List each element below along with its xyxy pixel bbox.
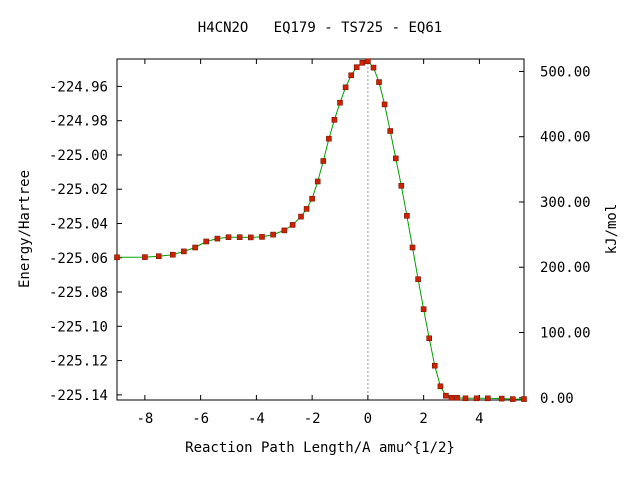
data-point	[156, 253, 162, 259]
y-tick-label: -225.02	[49, 182, 108, 198]
data-point	[331, 117, 338, 123]
data-point	[392, 155, 399, 162]
data-point	[142, 254, 148, 260]
data-point	[114, 254, 120, 261]
x-tick-label: -4	[248, 411, 265, 427]
data-point	[248, 234, 254, 241]
y-tick-label: -225.10	[49, 319, 108, 335]
data-point	[326, 135, 332, 142]
y-tick-label: -225.08	[49, 285, 108, 301]
x-axis: -8 -6 -4 -2 0 2 4	[136, 59, 484, 427]
data-point	[236, 234, 243, 240]
data-point	[376, 79, 382, 85]
y-tick-label: -225.00	[49, 148, 108, 164]
data-point	[437, 383, 444, 390]
data-point	[320, 158, 327, 164]
y2-tick-label: 200.00	[540, 260, 591, 276]
x-tick-label: -2	[304, 411, 321, 427]
data-point	[448, 394, 455, 401]
y2-tick-label: 100.00	[540, 326, 591, 342]
y-tick-label: -224.96	[49, 79, 108, 95]
data-point	[289, 222, 296, 228]
y2-tick-label: 500.00	[540, 64, 591, 80]
y-tick-label: -224.98	[49, 114, 108, 130]
data-point	[203, 238, 209, 245]
data-point	[348, 72, 355, 79]
x-axis-label: Reaction Path Length/A amu^{1/2}	[185, 440, 455, 456]
data-point	[473, 395, 480, 402]
data-point	[298, 213, 304, 220]
chart-title: H4CN2O EQ179 - TS725 - EQ61	[198, 20, 442, 36]
data-point	[314, 178, 321, 185]
data-point	[484, 395, 491, 402]
data-point	[420, 306, 427, 313]
data-point	[259, 234, 265, 240]
x-tick-label: 4	[475, 411, 483, 427]
data-point	[353, 64, 360, 70]
path-points	[114, 58, 527, 402]
y-axis-right: 0.00 100.00 200.00 300.00 400.00 500.00	[519, 64, 591, 407]
x-tick-label: 2	[419, 411, 427, 427]
data-point	[303, 206, 310, 212]
data-point	[415, 276, 421, 283]
energy-curve	[116, 60, 524, 400]
data-point	[309, 195, 315, 202]
y2-tick-label: 400.00	[540, 130, 591, 146]
x-tick-label: -6	[192, 411, 209, 427]
data-point	[409, 244, 416, 251]
data-point	[426, 335, 433, 342]
data-point	[398, 183, 405, 189]
data-point	[431, 362, 438, 369]
data-point	[443, 392, 449, 399]
data-point	[462, 395, 469, 402]
data-point	[281, 227, 288, 234]
data-point	[509, 396, 516, 402]
data-point	[365, 58, 371, 65]
data-point	[270, 231, 276, 238]
plot-area	[116, 58, 525, 401]
y-axis-label: Energy/Hartree	[17, 170, 33, 288]
data-point	[454, 394, 460, 401]
data-point	[387, 128, 394, 134]
y2-axis-label: kJ/mol	[604, 204, 620, 255]
y-tick-label: -225.04	[49, 217, 108, 233]
data-point	[359, 59, 366, 66]
data-point	[192, 244, 198, 251]
y-axis-left: -224.96 -224.98 -225.00 -225.02 -225.04 -225.…	[49, 79, 122, 404]
data-point	[381, 101, 388, 108]
data-point	[225, 234, 232, 240]
x-tick-label: -8	[136, 411, 153, 427]
y-tick-label: -225.06	[49, 251, 108, 267]
data-point	[498, 395, 505, 402]
data-point	[337, 99, 343, 106]
data-point	[521, 396, 527, 402]
y2-tick-label: 300.00	[540, 195, 591, 211]
data-point	[214, 235, 221, 242]
y-tick-label: -225.12	[49, 354, 108, 370]
y2-tick-label: 0.00	[540, 391, 574, 407]
y-tick-label: -225.14	[49, 388, 108, 404]
data-point	[342, 84, 349, 91]
data-point	[370, 64, 377, 71]
data-point	[404, 213, 410, 219]
data-point	[170, 251, 176, 258]
data-point	[181, 248, 187, 255]
x-tick-label: 0	[364, 411, 372, 427]
